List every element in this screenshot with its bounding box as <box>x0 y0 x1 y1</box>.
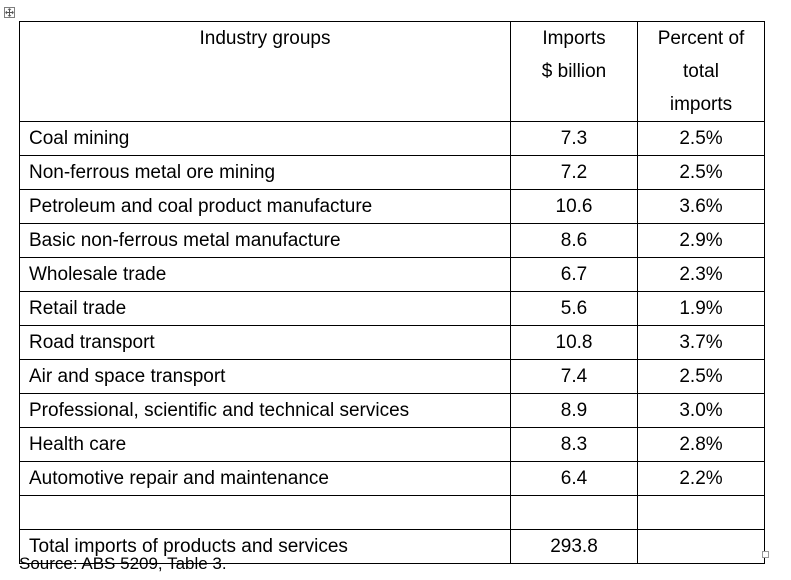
cell-percent[interactable]: 2.5% <box>637 359 765 394</box>
header-percent-line3: imports <box>669 94 733 115</box>
cell-industry[interactable]: Coal mining <box>19 121 511 156</box>
header-percent-line2: total <box>683 61 719 82</box>
table-row: Road transport 10.8 3.7% <box>19 325 765 360</box>
cell-industry[interactable]: Road transport <box>19 325 511 360</box>
cell-imports[interactable]: 7.2 <box>510 155 638 190</box>
blank-cell[interactable] <box>637 495 765 530</box>
imports-table: Industry groups Imports $ billion Percen… <box>19 21 765 564</box>
header-imports-line1: Imports <box>542 28 606 49</box>
blank-row <box>19 495 765 530</box>
cell-imports[interactable]: 5.6 <box>510 291 638 326</box>
cell-industry[interactable]: Petroleum and coal product manufacture <box>19 189 511 224</box>
cell-industry[interactable]: Non-ferrous metal ore mining <box>19 155 511 190</box>
table-row: Wholesale trade 6.7 2.3% <box>19 257 765 292</box>
cell-percent[interactable]: 2.8% <box>637 427 765 462</box>
source-note: Source: ABS 5209, Table 3. <box>19 554 227 573</box>
cell-percent[interactable]: 2.2% <box>637 461 765 496</box>
cell-industry[interactable]: Wholesale trade <box>19 257 511 292</box>
cell-percent[interactable]: 2.5% <box>637 155 765 190</box>
header-percent[interactable]: Percent of total imports <box>637 21 765 122</box>
header-industry-label: Industry groups <box>199 28 331 49</box>
cell-percent[interactable]: 2.3% <box>637 257 765 292</box>
cell-imports[interactable]: 10.6 <box>510 189 638 224</box>
table-row: Non-ferrous metal ore mining 7.2 2.5% <box>19 155 765 190</box>
table-row: Basic non-ferrous metal manufacture 8.6 … <box>19 223 765 258</box>
cell-imports[interactable]: 7.4 <box>510 359 638 394</box>
cell-imports[interactable]: 7.3 <box>510 121 638 156</box>
cell-percent[interactable]: 2.9% <box>637 223 765 258</box>
header-imports-line2: $ billion <box>541 61 607 82</box>
blank-cell[interactable] <box>19 495 511 530</box>
cell-industry[interactable]: Basic non-ferrous metal manufacture <box>19 223 511 258</box>
header-imports[interactable]: Imports $ billion <box>510 21 638 122</box>
cell-industry[interactable]: Automotive repair and maintenance <box>19 461 511 496</box>
cell-imports[interactable]: 10.8 <box>510 325 638 360</box>
total-row: Total imports of products and services 2… <box>19 529 765 564</box>
total-percent-cell[interactable] <box>637 529 765 564</box>
cell-percent[interactable]: 3.6% <box>637 189 765 224</box>
table-row: Health care 8.3 2.8% <box>19 427 765 462</box>
cell-percent[interactable]: 3.0% <box>637 393 765 428</box>
table-row: Coal mining 7.3 2.5% <box>19 121 765 156</box>
cell-imports[interactable]: 8.3 <box>510 427 638 462</box>
blank-cell[interactable] <box>510 495 638 530</box>
cell-imports[interactable]: 8.9 <box>510 393 638 428</box>
total-imports-cell[interactable]: 293.8 <box>510 529 638 564</box>
table-row: Petroleum and coal product manufacture 1… <box>19 189 765 224</box>
header-percent-line1: Percent of <box>657 28 745 49</box>
header-industry-groups[interactable]: Industry groups <box>19 21 511 122</box>
table-row: Retail trade 5.6 1.9% <box>19 291 765 326</box>
cell-percent[interactable]: 1.9% <box>637 291 765 326</box>
cell-imports[interactable]: 6.4 <box>510 461 638 496</box>
table-header-row: Industry groups Imports $ billion Percen… <box>19 21 765 122</box>
table-move-handle-icon[interactable] <box>4 7 15 18</box>
cell-imports[interactable]: 8.6 <box>510 223 638 258</box>
cell-percent[interactable]: 2.5% <box>637 121 765 156</box>
cell-industry[interactable]: Air and space transport <box>19 359 511 394</box>
cell-industry[interactable]: Health care <box>19 427 511 462</box>
cell-industry[interactable]: Professional, scientific and technical s… <box>19 393 511 428</box>
cell-industry[interactable]: Retail trade <box>19 291 511 326</box>
table-row: Air and space transport 7.4 2.5% <box>19 359 765 394</box>
cell-imports[interactable]: 6.7 <box>510 257 638 292</box>
cell-percent[interactable]: 3.7% <box>637 325 765 360</box>
table-row: Automotive repair and maintenance 6.4 2.… <box>19 461 765 496</box>
total-label-cell[interactable]: Total imports of products and services <box>19 529 511 564</box>
table-row: Professional, scientific and technical s… <box>19 393 765 428</box>
table-resize-handle[interactable] <box>762 551 769 558</box>
